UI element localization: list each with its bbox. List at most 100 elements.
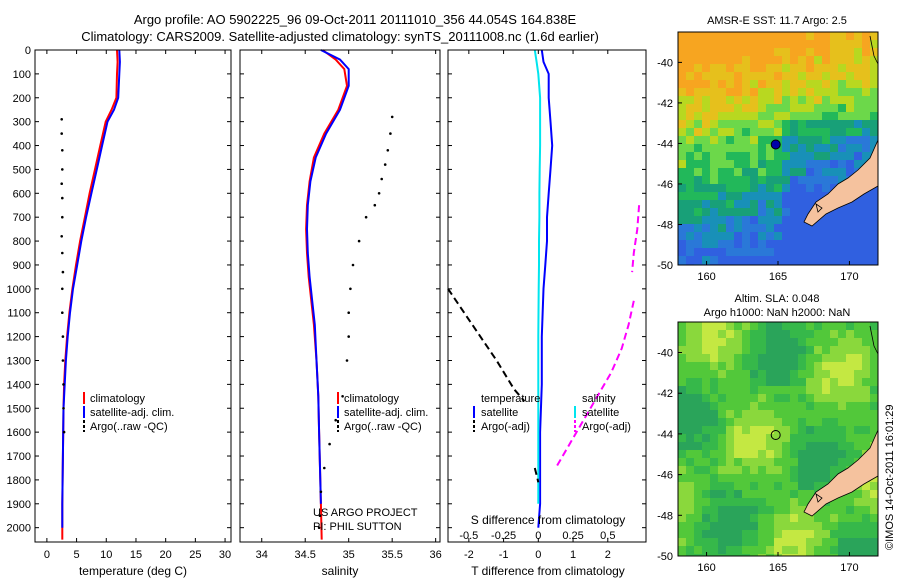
map-cell (726, 120, 735, 129)
map-cell (726, 474, 735, 483)
map-cell (806, 538, 815, 547)
map-cell (838, 426, 847, 435)
map-cell (758, 184, 767, 193)
map-cell (766, 112, 775, 121)
map-cell (806, 410, 815, 419)
map-cell (806, 546, 815, 555)
map-cell (838, 112, 847, 121)
map-cell (814, 522, 823, 531)
map-cell (750, 498, 759, 507)
argo-point (380, 177, 384, 181)
map-cell (782, 338, 791, 347)
map-cell (686, 506, 695, 515)
map-cell (766, 346, 775, 355)
map-cell (734, 322, 743, 331)
map-cell (782, 394, 791, 403)
map-cell (822, 410, 831, 419)
map-cell (686, 370, 695, 379)
legend-temperature-header: temperature (481, 393, 540, 405)
map-cell (766, 192, 775, 201)
map-cell (830, 362, 839, 371)
map-cell (766, 176, 775, 185)
argo-point (383, 163, 387, 166)
temperature-axes-frame (34, 49, 232, 543)
map-cell (782, 434, 791, 443)
map-cell (718, 426, 727, 435)
map-cell (790, 48, 799, 57)
map-cell (862, 112, 871, 121)
map-cell (774, 474, 783, 483)
map-cell (678, 498, 687, 507)
map-cell (774, 354, 783, 363)
map-cell (846, 434, 855, 443)
map-cell (718, 32, 727, 41)
map-cell (702, 330, 711, 339)
map-cell (798, 32, 807, 41)
map-cell (702, 450, 711, 459)
map-cell (830, 378, 839, 387)
map-cell (838, 362, 847, 371)
argo-point (61, 196, 64, 200)
map-cell (742, 490, 751, 499)
map-cell (870, 240, 878, 249)
map-cell (678, 434, 687, 443)
map-cell (790, 506, 799, 515)
map-cell (774, 192, 783, 201)
map-y-tick-label: -42 (657, 98, 673, 110)
map-cell (694, 370, 703, 379)
map-cell (726, 538, 735, 547)
map-cell (822, 32, 831, 41)
map-cell (790, 192, 799, 201)
map-cell (854, 450, 863, 459)
map-cell (678, 232, 687, 241)
map-cell (678, 176, 687, 185)
map-cell (854, 128, 863, 137)
map-cell (702, 426, 711, 435)
map-cell (806, 450, 815, 459)
map-y-tick-label: -44 (657, 138, 673, 150)
map-cell (758, 330, 767, 339)
map-cell (678, 426, 687, 435)
map-cell (854, 538, 863, 547)
map-cell (694, 112, 703, 121)
map-cell (862, 120, 871, 129)
map-cell (726, 216, 735, 225)
map-cell (854, 362, 863, 371)
map-cell (774, 112, 783, 121)
argo-point (62, 383, 65, 386)
map-cell (742, 248, 751, 257)
map-cell (774, 426, 783, 435)
map-cell (694, 338, 703, 347)
map-cell (838, 330, 847, 339)
map-cell (782, 522, 791, 531)
map-cell (806, 224, 815, 233)
map-cell (838, 458, 847, 467)
map-cell (846, 450, 855, 459)
map-cell (718, 224, 727, 233)
map-cell (798, 538, 807, 547)
map-cell (686, 482, 695, 491)
map-cell (798, 514, 807, 523)
map-cell (718, 362, 727, 371)
map-cell (798, 450, 807, 459)
map-cell (862, 362, 871, 371)
map-cell (710, 450, 719, 459)
map-cell (686, 256, 695, 265)
map-cell (694, 322, 703, 331)
map-cell (750, 466, 759, 475)
map-cell (686, 538, 695, 547)
map-cell (750, 192, 759, 201)
map-cell (862, 378, 871, 387)
map-cell (862, 322, 871, 331)
map-cell (846, 538, 855, 547)
map-cell (718, 514, 727, 523)
map-cell (798, 248, 807, 257)
map-cell (758, 410, 767, 419)
map-cell (726, 104, 735, 113)
map-cell (814, 232, 823, 241)
map-cell (678, 474, 687, 483)
map-cell (854, 498, 863, 507)
map-cell (798, 530, 807, 539)
map-cell (854, 224, 863, 233)
map-cell (854, 64, 863, 73)
